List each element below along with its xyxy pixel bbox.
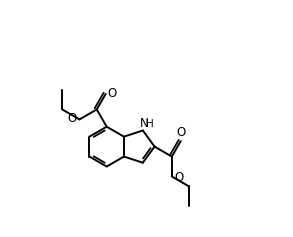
Text: O: O bbox=[175, 171, 184, 184]
Text: H: H bbox=[146, 119, 154, 129]
Text: O: O bbox=[67, 112, 77, 125]
Text: N: N bbox=[140, 117, 149, 130]
Text: O: O bbox=[108, 87, 117, 100]
Text: O: O bbox=[177, 126, 186, 139]
